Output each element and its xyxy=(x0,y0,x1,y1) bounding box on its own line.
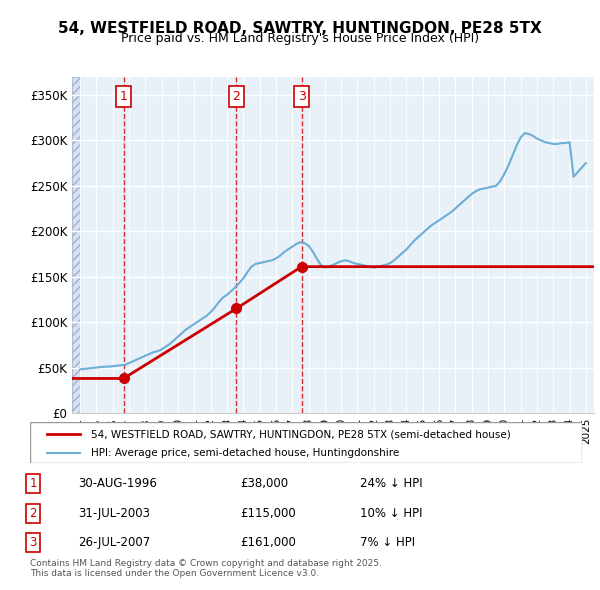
Text: 24% ↓ HPI: 24% ↓ HPI xyxy=(360,477,422,490)
Bar xyxy=(72,77,80,413)
Text: 30-AUG-1996: 30-AUG-1996 xyxy=(78,477,157,490)
Text: 1: 1 xyxy=(29,477,37,490)
Text: £161,000: £161,000 xyxy=(240,536,296,549)
Text: Contains HM Land Registry data © Crown copyright and database right 2025.
This d: Contains HM Land Registry data © Crown c… xyxy=(30,559,382,578)
Text: 1: 1 xyxy=(119,90,127,103)
Text: 10% ↓ HPI: 10% ↓ HPI xyxy=(360,507,422,520)
Text: 2: 2 xyxy=(29,507,37,520)
Text: 31-JUL-2003: 31-JUL-2003 xyxy=(78,507,150,520)
Text: HPI: Average price, semi-detached house, Huntingdonshire: HPI: Average price, semi-detached house,… xyxy=(91,448,399,458)
Text: 54, WESTFIELD ROAD, SAWTRY, HUNTINGDON, PE28 5TX: 54, WESTFIELD ROAD, SAWTRY, HUNTINGDON, … xyxy=(58,21,542,35)
Text: £38,000: £38,000 xyxy=(240,477,288,490)
Text: 7% ↓ HPI: 7% ↓ HPI xyxy=(360,536,415,549)
Text: 54, WESTFIELD ROAD, SAWTRY, HUNTINGDON, PE28 5TX (semi-detached house): 54, WESTFIELD ROAD, SAWTRY, HUNTINGDON, … xyxy=(91,430,511,439)
Text: 3: 3 xyxy=(298,90,305,103)
Text: 26-JUL-2007: 26-JUL-2007 xyxy=(78,536,150,549)
Text: Price paid vs. HM Land Registry's House Price Index (HPI): Price paid vs. HM Land Registry's House … xyxy=(121,32,479,45)
Bar xyxy=(72,77,80,413)
FancyBboxPatch shape xyxy=(30,422,582,463)
Text: £115,000: £115,000 xyxy=(240,507,296,520)
Text: 2: 2 xyxy=(232,90,241,103)
Text: 3: 3 xyxy=(29,536,37,549)
